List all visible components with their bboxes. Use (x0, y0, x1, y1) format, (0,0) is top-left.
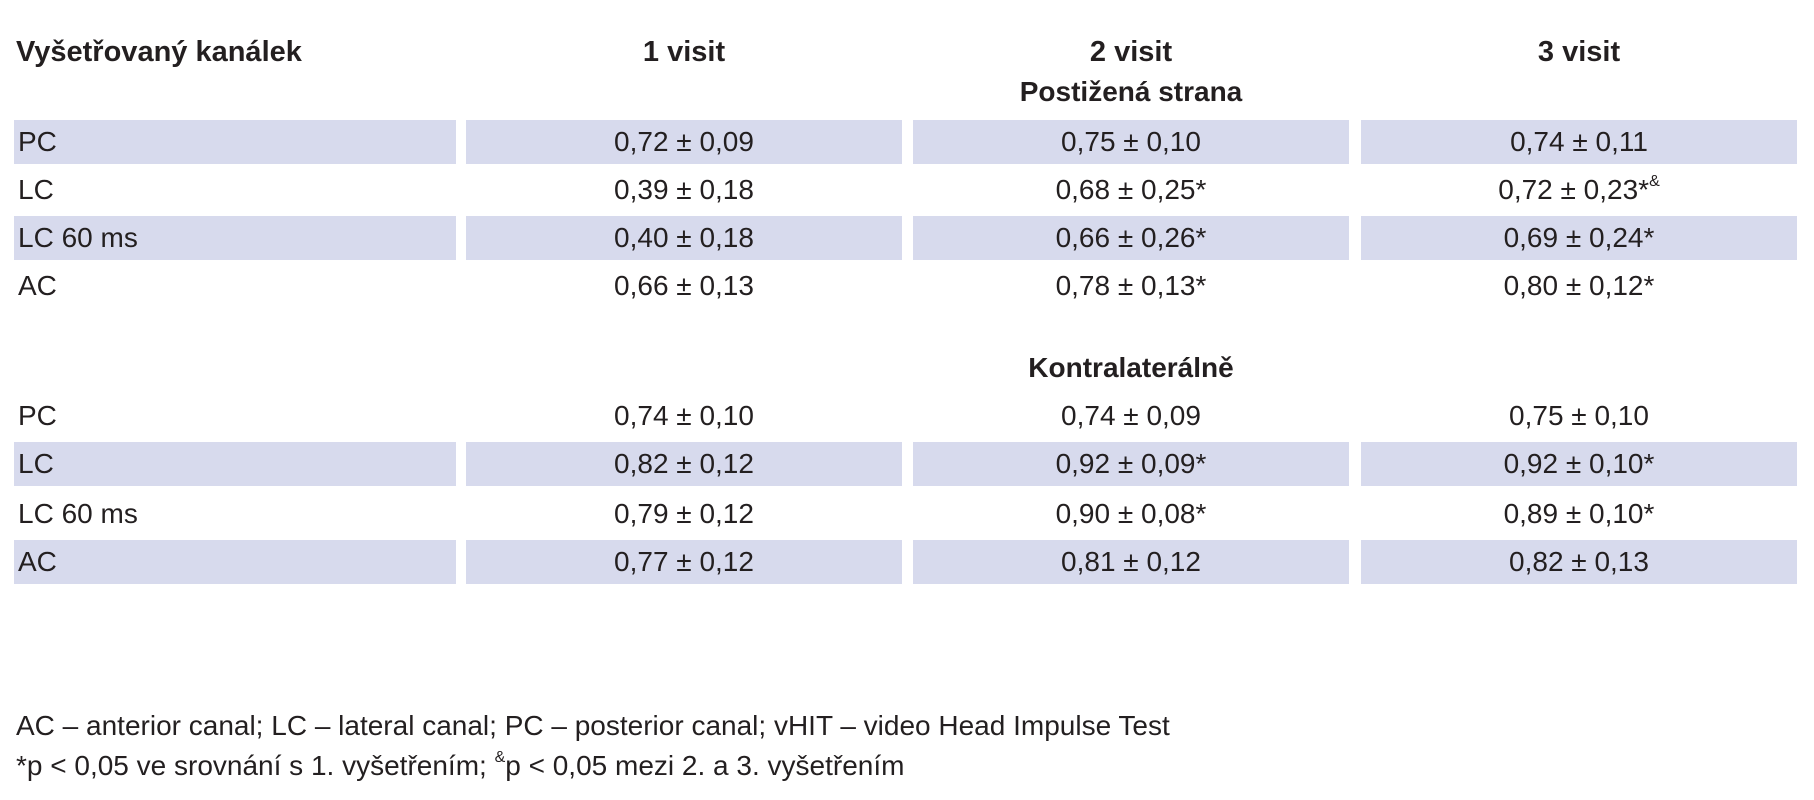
row-value-visit-2: 0,68 ± 0,25* (1055, 174, 1207, 205)
row-value-visit-3: 0,75 ± 0,10 (1509, 400, 1649, 431)
section-contralateral-title: Kontralaterálně (1028, 352, 1234, 383)
table-row: LC 60 ms 0,40 ± 0,18 0,66 ± 0,26* 0,69 ±… (0, 216, 1814, 260)
row-value-visit-2: 0,75 ± 0,10 (913, 120, 1349, 164)
row-value-visit-3: 0,89 ± 0,10* (1503, 498, 1655, 529)
row-value-visit-1: 0,77 ± 0,12 (466, 540, 902, 584)
row-value-visit-3: 0,80 ± 0,12* (1503, 270, 1655, 301)
header-visit-2: 2 visit (1089, 36, 1173, 68)
table-header: Vyšetřovaný kanálek 1 visit 2 visit 3 vi… (0, 28, 1814, 76)
header-channel: Vyšetřovaný kanálek (16, 36, 302, 68)
row-value-visit-2: 0,66 ± 0,26* (913, 216, 1349, 260)
row-value-visit-1: 0,40 ± 0,18 (466, 216, 902, 260)
row-value-visit-1: 0,39 ± 0,18 (614, 174, 754, 205)
row-label: AC (14, 540, 456, 584)
row-value-visit-3: 0,82 ± 0,13 (1361, 540, 1797, 584)
row-label: PC (14, 120, 456, 164)
row-value-visit-2: 0,78 ± 0,13* (1055, 270, 1207, 301)
table-row: LC 0,82 ± 0,12 0,92 ± 0,09* 0,92 ± 0,10* (0, 442, 1814, 486)
table-row: PC 0,72 ± 0,09 0,75 ± 0,10 0,74 ± 0,11 (0, 120, 1814, 164)
row-value-visit-2: 0,90 ± 0,08* (1055, 498, 1207, 529)
row-label: LC (14, 442, 456, 486)
row-label: LC 60 ms (18, 498, 138, 529)
row-value-visit-3: 0,74 ± 0,11 (1361, 120, 1797, 164)
row-value-visit-2: 0,81 ± 0,12 (913, 540, 1349, 584)
table-row: AC 0,77 ± 0,12 0,81 ± 0,12 0,82 ± 0,13 (0, 540, 1814, 584)
row-label: LC (18, 174, 54, 205)
row-value-visit-1: 0,82 ± 0,12 (466, 442, 902, 486)
table-row: LC 0,39 ± 0,18 0,68 ± 0,25* 0,72 ± 0,23*… (0, 168, 1814, 212)
row-value-visit-1: 0,74 ± 0,10 (614, 400, 754, 431)
row-value-visit-3: 0,72 ± 0,23*& (1498, 172, 1660, 205)
header-visit-3: 3 visit (1537, 36, 1621, 68)
row-label: LC 60 ms (14, 216, 456, 260)
row-value-visit-3: 0,69 ± 0,24* (1361, 216, 1797, 260)
table-footnotes: AC – anterior canal; LC – lateral canal;… (16, 706, 1796, 786)
header-visit-1: 1 visit (642, 36, 726, 68)
footnote-significance: *p < 0,05 ve srovnání s 1. vyšetřením; &… (16, 748, 905, 781)
table-row: AC 0,66 ± 0,13 0,78 ± 0,13* 0,80 ± 0,12* (0, 264, 1814, 308)
table-row: LC 60 ms 0,79 ± 0,12 0,90 ± 0,08* 0,89 ±… (0, 492, 1814, 536)
section-title: Postižená strana (0, 70, 1814, 114)
table-row: PC 0,74 ± 0,10 0,74 ± 0,09 0,75 ± 0,10 (0, 394, 1814, 438)
section-affected-title: Postižená strana (1019, 76, 1243, 107)
row-label: AC (18, 270, 57, 301)
row-label: PC (18, 400, 57, 431)
row-value-visit-1: 0,66 ± 0,13 (614, 270, 754, 301)
row-value-visit-2: 0,92 ± 0,09* (913, 442, 1349, 486)
footnote-abbreviations: AC – anterior canal; LC – lateral canal;… (16, 710, 1170, 741)
section-title: Kontralaterálně (0, 346, 1814, 390)
row-value-visit-1: 0,72 ± 0,09 (466, 120, 902, 164)
row-value-visit-3: 0,92 ± 0,10* (1361, 442, 1797, 486)
row-value-visit-1: 0,79 ± 0,12 (614, 498, 754, 529)
row-value-visit-2: 0,74 ± 0,09 (1061, 400, 1201, 431)
